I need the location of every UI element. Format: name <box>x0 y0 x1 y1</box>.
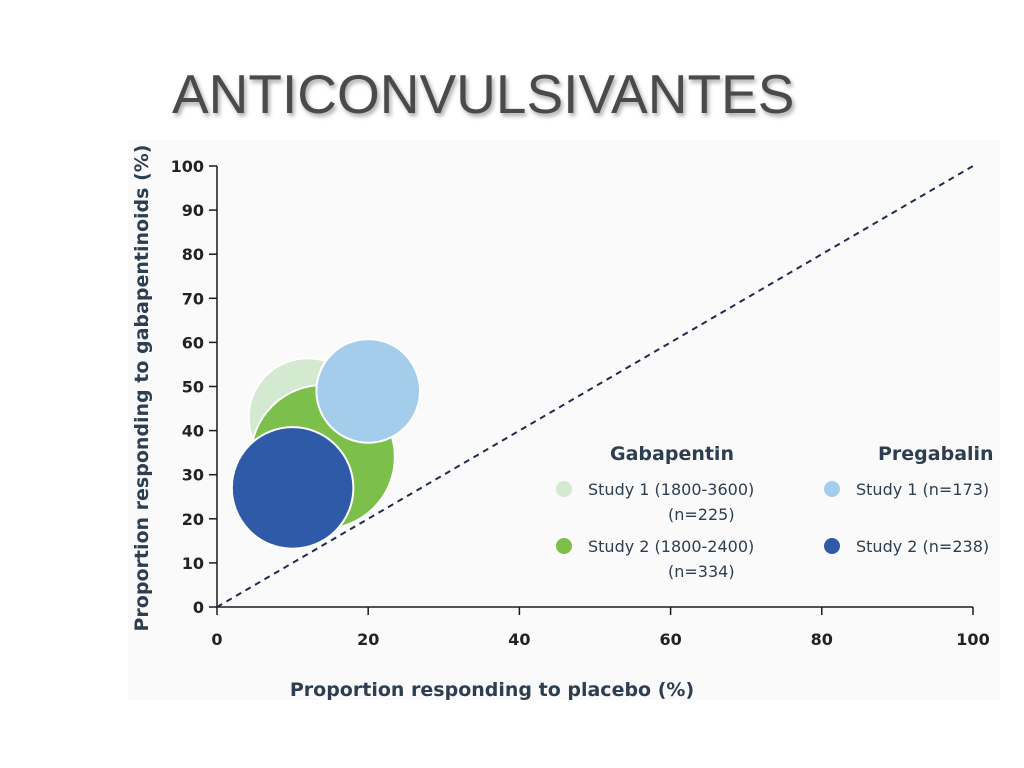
bubbles-group <box>230 338 422 550</box>
legend-marker <box>556 538 572 554</box>
legend-marker <box>824 481 840 497</box>
legend-sample-size: (n=225) <box>668 505 735 524</box>
y-tick-label: 10 <box>182 554 204 573</box>
reference-line-group <box>216 165 974 608</box>
bubble-chart: 0 10 20 30 40 50 60 70 80 90 100 0 20 40 60 80 100 Gabap… <box>131 145 994 701</box>
y-tick-label: 70 <box>182 289 204 308</box>
legend-label: Study 1 (1800-3600) <box>588 480 754 499</box>
x-tick-label: 60 <box>659 630 681 649</box>
legend-label: Study 2 (1800-2400) <box>588 537 754 556</box>
legend-group-title: Gabapentin <box>610 443 734 465</box>
bubble-point <box>230 426 355 550</box>
legend-marker <box>556 481 572 497</box>
y-tick-label: 90 <box>182 201 204 220</box>
reference-diagonal-line <box>216 165 974 608</box>
y-tick-label: 20 <box>182 510 204 529</box>
x-tick-label: 40 <box>508 630 530 649</box>
x-tick-label: 0 <box>211 630 222 649</box>
legend-marker <box>824 538 840 554</box>
chart-panel: 0 10 20 30 40 50 60 70 80 90 100 0 20 40 60 80 100 Gabap… <box>128 140 1000 700</box>
chart-legend: Gabapentin Study 1 (1800-3600) (n=225) Stud… <box>556 443 994 581</box>
y-tick-label: 100 <box>171 157 204 176</box>
slide-title: ANTICONVULSIVANTES <box>172 63 795 125</box>
y-tick-label: 60 <box>182 333 204 352</box>
y-tick-label: 30 <box>182 466 204 485</box>
x-tick-label: 20 <box>357 630 379 649</box>
bubble-point <box>315 338 422 444</box>
y-axis-title: Proportion responding to gabapentinoids … <box>131 145 153 632</box>
y-tick-label: 50 <box>182 378 204 397</box>
legend-sample-size: (n=334) <box>668 562 735 581</box>
x-axis-title: Proportion responding to placebo (%) <box>290 679 694 700</box>
y-tick-label: 40 <box>182 422 204 441</box>
x-tick-label: 100 <box>956 630 989 649</box>
legend-group-title: Pregabalin <box>878 443 994 465</box>
legend-label: Study 2 (n=238) <box>856 537 989 556</box>
x-tick-label: 80 <box>811 630 833 649</box>
legend-label: Study 1 (n=173) <box>856 480 989 499</box>
y-tick-label: 80 <box>182 245 204 264</box>
y-tick-label: 0 <box>193 598 204 617</box>
chart-axes: 0 10 20 30 40 50 60 70 80 90 100 0 20 40 60 80 100 <box>171 157 990 649</box>
